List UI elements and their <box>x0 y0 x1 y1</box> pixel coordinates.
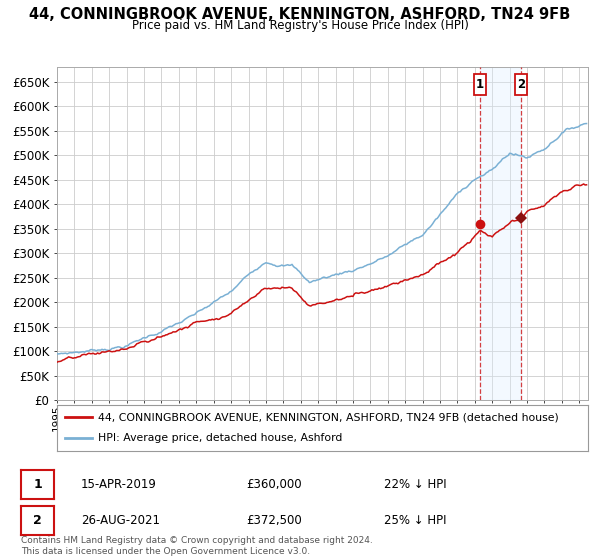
Text: 2: 2 <box>517 78 525 91</box>
Text: 2: 2 <box>33 514 42 528</box>
Text: Contains HM Land Registry data © Crown copyright and database right 2024.
This d: Contains HM Land Registry data © Crown c… <box>21 536 373 556</box>
Text: HPI: Average price, detached house, Ashford: HPI: Average price, detached house, Ashf… <box>98 433 343 444</box>
Text: £360,000: £360,000 <box>246 478 302 491</box>
Bar <box>515 74 527 95</box>
Text: 25% ↓ HPI: 25% ↓ HPI <box>384 514 446 528</box>
Text: 15-APR-2019: 15-APR-2019 <box>81 478 157 491</box>
Text: 26-AUG-2021: 26-AUG-2021 <box>81 514 160 528</box>
Text: £372,500: £372,500 <box>246 514 302 528</box>
Text: Price paid vs. HM Land Registry's House Price Index (HPI): Price paid vs. HM Land Registry's House … <box>131 19 469 32</box>
Bar <box>480 67 521 400</box>
Bar <box>474 74 485 95</box>
Text: 44, CONNINGBROOK AVENUE, KENNINGTON, ASHFORD, TN24 9FB: 44, CONNINGBROOK AVENUE, KENNINGTON, ASH… <box>29 7 571 22</box>
Text: 1: 1 <box>33 478 42 491</box>
Text: 1: 1 <box>476 78 484 91</box>
Text: 44, CONNINGBROOK AVENUE, KENNINGTON, ASHFORD, TN24 9FB (detached house): 44, CONNINGBROOK AVENUE, KENNINGTON, ASH… <box>98 412 559 422</box>
Text: 22% ↓ HPI: 22% ↓ HPI <box>384 478 446 491</box>
